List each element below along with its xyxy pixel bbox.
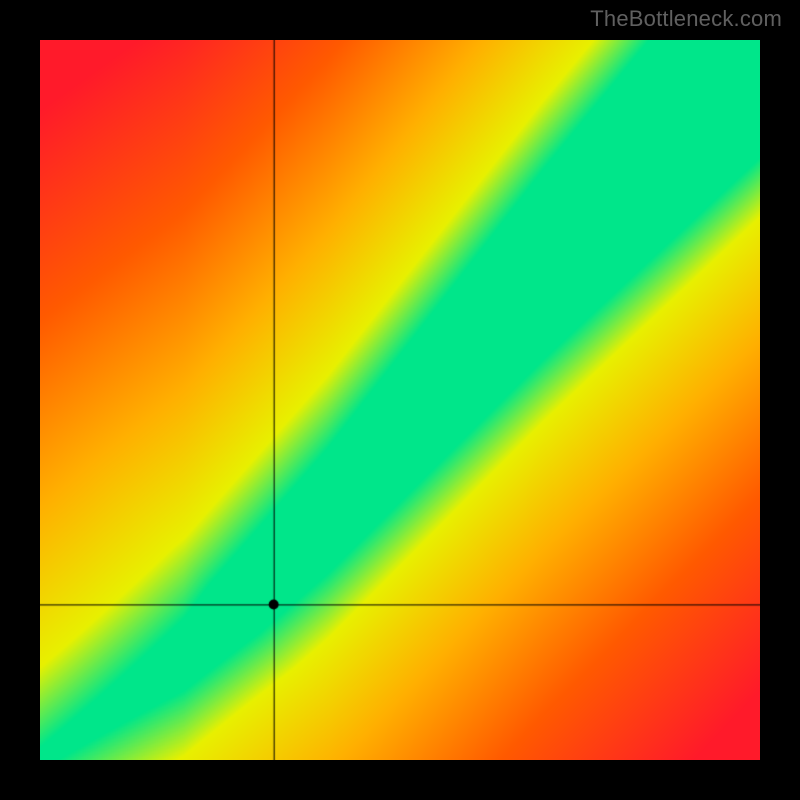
bottleneck-heatmap: [40, 40, 760, 760]
watermark-text: TheBottleneck.com: [590, 6, 782, 32]
chart-container: TheBottleneck.com: [0, 0, 800, 800]
